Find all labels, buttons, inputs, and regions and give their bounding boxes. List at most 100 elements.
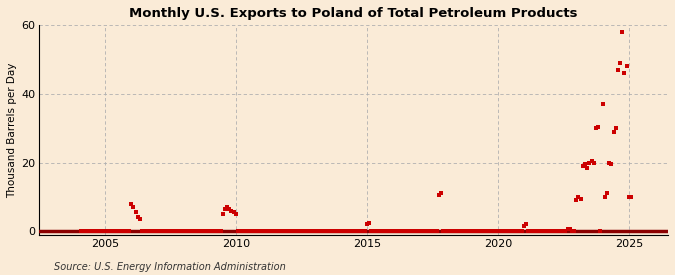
Point [124, 229, 134, 233]
Point [462, 229, 472, 233]
Point [556, 229, 566, 233]
Point [307, 229, 318, 233]
Point [396, 229, 407, 233]
Point [466, 229, 477, 233]
Point [508, 229, 518, 233]
Point [178, 229, 189, 233]
Point [237, 229, 248, 233]
Point [198, 229, 209, 233]
Point [244, 229, 254, 233]
Point [163, 229, 173, 233]
Point [626, 195, 637, 199]
Point [182, 229, 193, 233]
Point [442, 229, 453, 233]
Point [418, 229, 429, 233]
Point [475, 229, 485, 233]
Point [595, 229, 606, 233]
Point [342, 229, 352, 233]
Point [506, 229, 516, 233]
Point [242, 229, 252, 233]
Title: Monthly U.S. Exports to Poland of Total Petroleum Products: Monthly U.S. Exports to Poland of Total … [130, 7, 578, 20]
Point [387, 229, 398, 233]
Point [624, 195, 634, 199]
Point [189, 229, 200, 233]
Point [235, 229, 246, 233]
Point [171, 229, 182, 233]
Point [95, 229, 106, 233]
Point [608, 130, 619, 134]
Point [530, 229, 541, 233]
Point [207, 229, 217, 233]
Point [285, 229, 296, 233]
Point [377, 229, 387, 233]
Point [399, 229, 410, 233]
Point [143, 229, 154, 233]
Point [327, 229, 338, 233]
Point [302, 229, 313, 233]
Point [261, 229, 272, 233]
Point [495, 229, 506, 233]
Point [479, 229, 490, 233]
Point [603, 160, 614, 165]
Point [205, 229, 215, 233]
Point [453, 229, 464, 233]
Point [270, 229, 281, 233]
Point [425, 229, 435, 233]
Point [117, 229, 128, 233]
Point [562, 227, 573, 232]
Point [504, 229, 514, 233]
Point [346, 229, 357, 233]
Point [525, 229, 536, 233]
Point [458, 229, 468, 233]
Point [355, 229, 366, 233]
Point [589, 160, 599, 165]
Point [290, 229, 300, 233]
Point [523, 229, 534, 233]
Point [259, 229, 269, 233]
Point [361, 222, 372, 227]
Point [224, 207, 235, 211]
Point [134, 217, 145, 221]
Point [239, 229, 250, 233]
Point [619, 71, 630, 76]
Point [99, 229, 110, 233]
Point [132, 215, 143, 220]
Point [80, 229, 90, 233]
Point [381, 229, 392, 233]
Text: Source: U.S. Energy Information Administration: Source: U.S. Energy Information Administ… [54, 262, 286, 272]
Point [543, 229, 554, 233]
Point [481, 229, 492, 233]
Point [119, 229, 130, 233]
Point [492, 229, 503, 233]
Point [161, 229, 171, 233]
Point [128, 205, 138, 209]
Point [414, 229, 425, 233]
Point [254, 229, 265, 233]
Point [111, 229, 122, 233]
Point [320, 229, 331, 233]
Point [512, 229, 523, 233]
Point [167, 229, 178, 233]
Point [497, 229, 508, 233]
Point [516, 229, 527, 233]
Point [78, 229, 88, 233]
Point [375, 229, 385, 233]
Point [447, 229, 458, 233]
Point [309, 229, 320, 233]
Point [615, 61, 626, 65]
Point [122, 229, 132, 233]
Point [560, 229, 571, 233]
Point [265, 229, 276, 233]
Point [566, 229, 577, 233]
Point [514, 229, 525, 233]
Point [228, 210, 239, 214]
Point [547, 229, 558, 233]
Point [368, 229, 379, 233]
Point [593, 124, 603, 129]
Point [606, 162, 617, 166]
Point [490, 229, 501, 233]
Point [438, 229, 449, 233]
Point [311, 229, 322, 233]
Point [573, 195, 584, 199]
Point [141, 229, 152, 233]
